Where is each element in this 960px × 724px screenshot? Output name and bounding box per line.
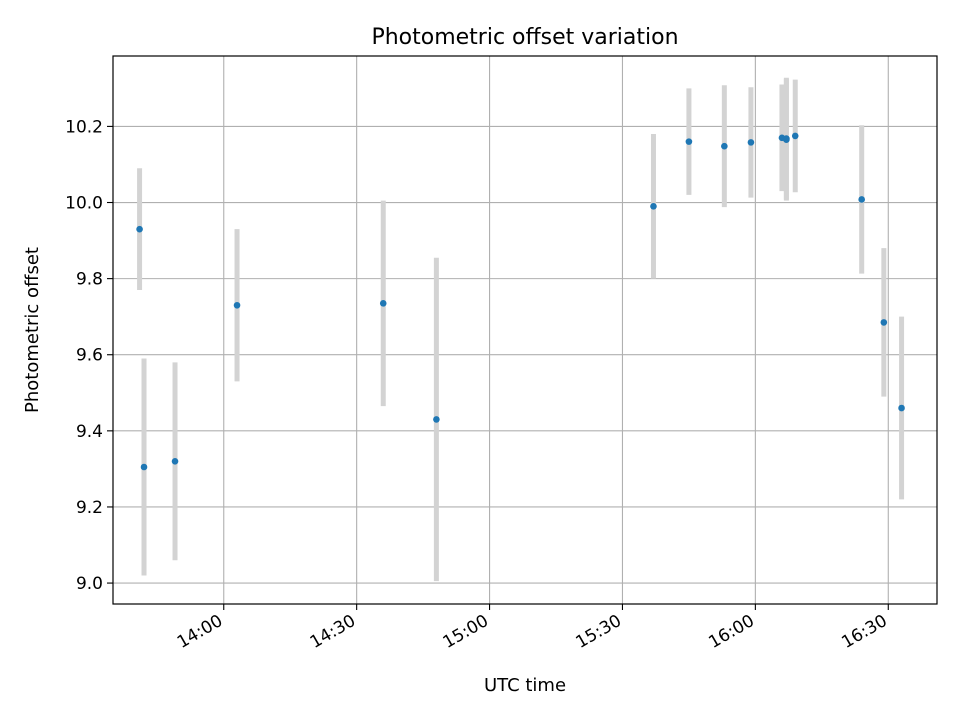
x-axis-label: UTC time <box>484 675 566 696</box>
data-point <box>783 136 790 144</box>
data-point <box>233 301 241 309</box>
data-point <box>721 142 728 150</box>
data-point <box>650 203 657 210</box>
data-point <box>433 416 440 423</box>
data-point <box>791 132 799 140</box>
y-tick-label: 9.2 <box>76 498 103 518</box>
data-point <box>747 139 755 146</box>
y-axis-label: Photometric offset <box>22 247 43 413</box>
y-tick-label: 9.6 <box>76 346 103 366</box>
y-tick-label: 10.0 <box>65 194 103 214</box>
grid-lines <box>113 56 937 604</box>
data-point <box>685 138 693 145</box>
y-tick-label: 9.0 <box>76 574 103 594</box>
data-points <box>136 132 905 471</box>
y-tick-label: 10.2 <box>65 117 103 137</box>
data-point <box>136 225 143 233</box>
y-tick-label: 9.4 <box>76 422 103 442</box>
data-point <box>379 300 387 307</box>
data-point <box>171 457 179 465</box>
data-point <box>858 196 865 203</box>
plot-area-frame <box>112 55 938 605</box>
y-tick-label: 9.8 <box>76 270 103 290</box>
chart-title: Photometric offset variation <box>371 25 678 50</box>
data-point <box>140 463 148 471</box>
data-point <box>880 319 888 326</box>
data-point <box>898 404 905 412</box>
